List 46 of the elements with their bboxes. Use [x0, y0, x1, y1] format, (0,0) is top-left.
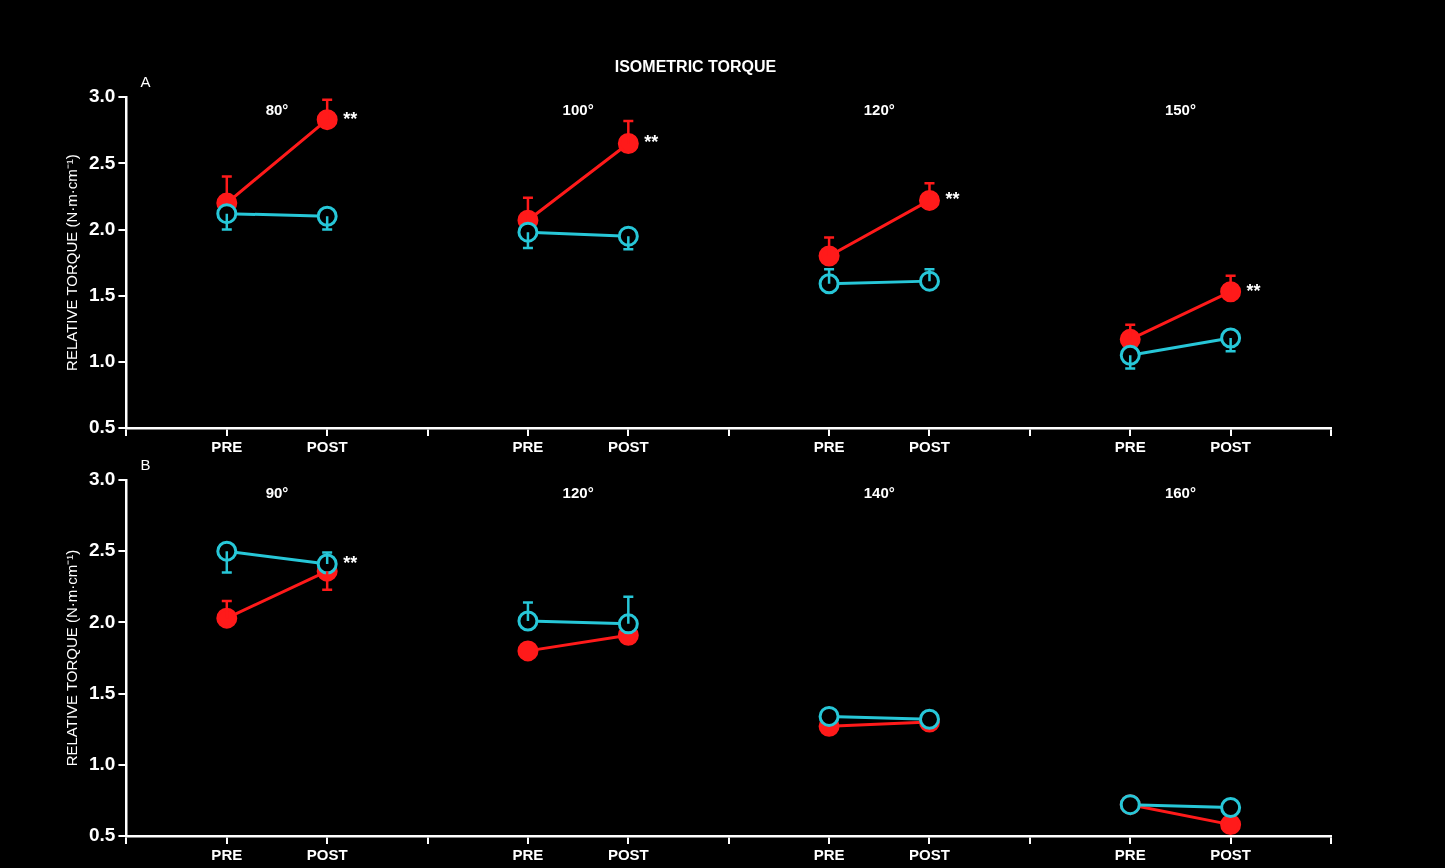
data-label: **	[945, 189, 960, 210]
data-label: **	[1246, 280, 1261, 301]
data-label: **	[343, 552, 358, 573]
y-tick-label: 2.0	[88, 610, 116, 632]
y-tick-label: 2.0	[88, 217, 116, 239]
x-tick-label: PRE	[813, 438, 845, 456]
y-tick-label: 2.5	[88, 539, 116, 561]
y-tick-label: 0.5	[88, 824, 116, 846]
x-tick-label: POST	[909, 846, 950, 864]
annotation: 100°	[562, 101, 594, 119]
y-tick-label: 0.5	[88, 416, 116, 438]
annotation: 120°	[863, 101, 895, 119]
annotation: 90°	[265, 484, 289, 502]
x-tick-label: PRE	[512, 438, 544, 456]
x-tick-label: PRE	[813, 846, 845, 864]
x-tick-label: POST	[607, 438, 649, 456]
annotation: 120°	[562, 484, 594, 502]
y-axis-title: RELATIVE TORQUE (N·m·cm⁻¹)	[63, 154, 81, 371]
chart-subtitle: B	[140, 456, 151, 474]
y-tick-label: 3.0	[88, 85, 116, 107]
y-tick-label: 3.0	[88, 468, 116, 490]
x-tick-label: PRE	[211, 846, 243, 864]
x-tick-label: POST	[1210, 846, 1252, 864]
y-tick-label: 1.0	[88, 350, 116, 372]
data-label: **	[644, 132, 659, 153]
y-tick-label: 1.5	[88, 681, 116, 703]
x-tick-label: POST	[909, 438, 950, 456]
y-tick-label: 2.5	[88, 151, 116, 173]
x-tick-label: POST	[306, 846, 348, 864]
annotation: 160°	[1164, 484, 1196, 502]
x-tick-label: PRE	[512, 846, 544, 864]
annotation: 140°	[863, 484, 895, 502]
data-label: **	[343, 108, 358, 129]
x-tick-label: PRE	[211, 438, 243, 456]
chart-title: ISOMETRIC TORQUE	[614, 58, 777, 76]
x-tick-label: POST	[306, 438, 348, 456]
x-tick-label: POST	[607, 846, 649, 864]
annotation: 80°	[265, 101, 289, 119]
y-axis-title: RELATIVE TORQUE (N·m·cm⁻¹)	[63, 549, 81, 767]
chart-subtitle: A	[140, 73, 151, 91]
x-tick-label: POST	[1210, 438, 1252, 456]
y-tick-label: 1.5	[88, 283, 116, 305]
y-tick-label: 1.0	[88, 753, 116, 775]
x-tick-label: PRE	[1114, 438, 1146, 456]
x-tick-label: PRE	[1114, 846, 1146, 864]
annotation: 150°	[1164, 101, 1196, 119]
